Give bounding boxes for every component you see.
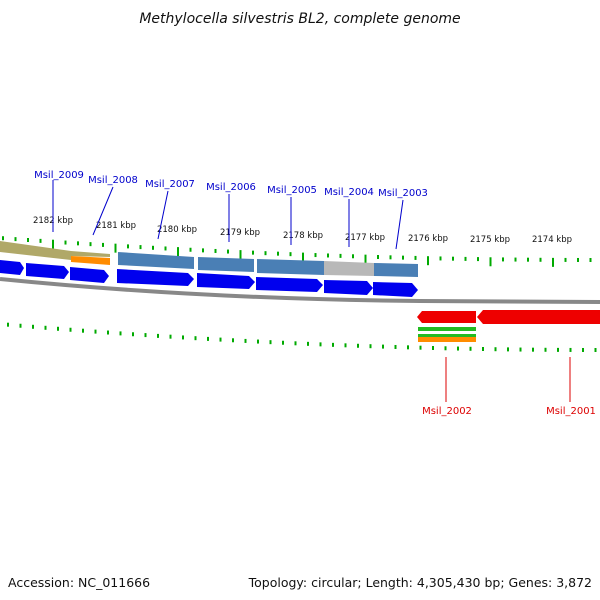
reverse-cog-track [418,327,476,342]
ruler-label: 2176 kbp [408,234,448,244]
cds-arrow[interactable] [26,263,69,279]
cog-block[interactable] [418,327,476,331]
cds-arrow[interactable] [256,277,323,292]
leader-line [395,199,404,250]
forward-gene-labels: Msil_2009 Msil_2008 Msil_2007 Msil_2006 … [34,170,428,250]
ruler-label: 2181 kbp [96,221,136,231]
ruler-label: 2178 kbp [283,231,323,241]
cds-arrow[interactable] [417,311,476,323]
cog-block[interactable] [418,334,476,337]
cog-block[interactable] [418,331,476,334]
cog-block[interactable] [324,261,374,276]
gene-label[interactable]: Msil_2006 [206,182,256,193]
genome-backbone [0,277,600,304]
leader-line [92,186,114,236]
cds-arrow[interactable] [373,282,418,297]
cog-block[interactable] [71,251,110,257]
gene-label[interactable]: Msil_2004 [324,187,374,198]
ruler-labels: 2182 kbp 2181 kbp 2180 kbp 2179 kbp 2178… [33,216,572,245]
cds-arrow[interactable] [197,273,255,289]
cds-arrow[interactable] [0,260,24,275]
cog-block[interactable] [71,256,110,265]
ruler-label: 2175 kbp [470,235,510,245]
reverse-cds-track [417,310,600,324]
cog-block[interactable] [257,259,324,275]
forward-tick-ruler [2,236,592,267]
cds-arrow[interactable] [117,269,194,286]
cds-arrow[interactable] [70,267,109,283]
ruler-label: 2174 kbp [532,235,572,245]
reverse-tick-ruler [7,322,597,352]
ruler-label: 2179 kbp [220,228,260,238]
topology-summary: Topology: circular; Length: 4,305,430 bp… [248,575,592,590]
gene-label[interactable]: Msil_2001 [546,406,596,417]
cog-block[interactable] [118,252,194,269]
forward-cds-track [0,260,418,297]
map-title: Methylocella silvestris BL2, complete ge… [139,11,460,27]
ruler-label: 2180 kbp [157,225,197,235]
ruler-label: 2177 kbp [345,233,385,243]
cds-arrow[interactable] [477,310,600,324]
leader-line [157,190,169,240]
cds-arrow[interactable] [324,280,373,295]
gene-label[interactable]: Msil_2008 [88,175,138,186]
gene-label[interactable]: Msil_2002 [422,406,472,417]
gene-label[interactable]: Msil_2009 [34,170,84,181]
cog-block[interactable] [0,241,71,260]
cog-block[interactable] [418,337,476,342]
gene-label[interactable]: Msil_2003 [378,188,428,199]
gene-label[interactable]: Msil_2007 [145,179,195,190]
cog-block[interactable] [374,263,418,277]
forward-cog-track [0,241,418,277]
gene-label[interactable]: Msil_2005 [267,185,317,196]
accession-text: Accession: NC_011666 [8,575,150,590]
reverse-gene-labels: Msil_2002 Msil_2001 [422,357,596,417]
cog-block[interactable] [198,257,254,272]
